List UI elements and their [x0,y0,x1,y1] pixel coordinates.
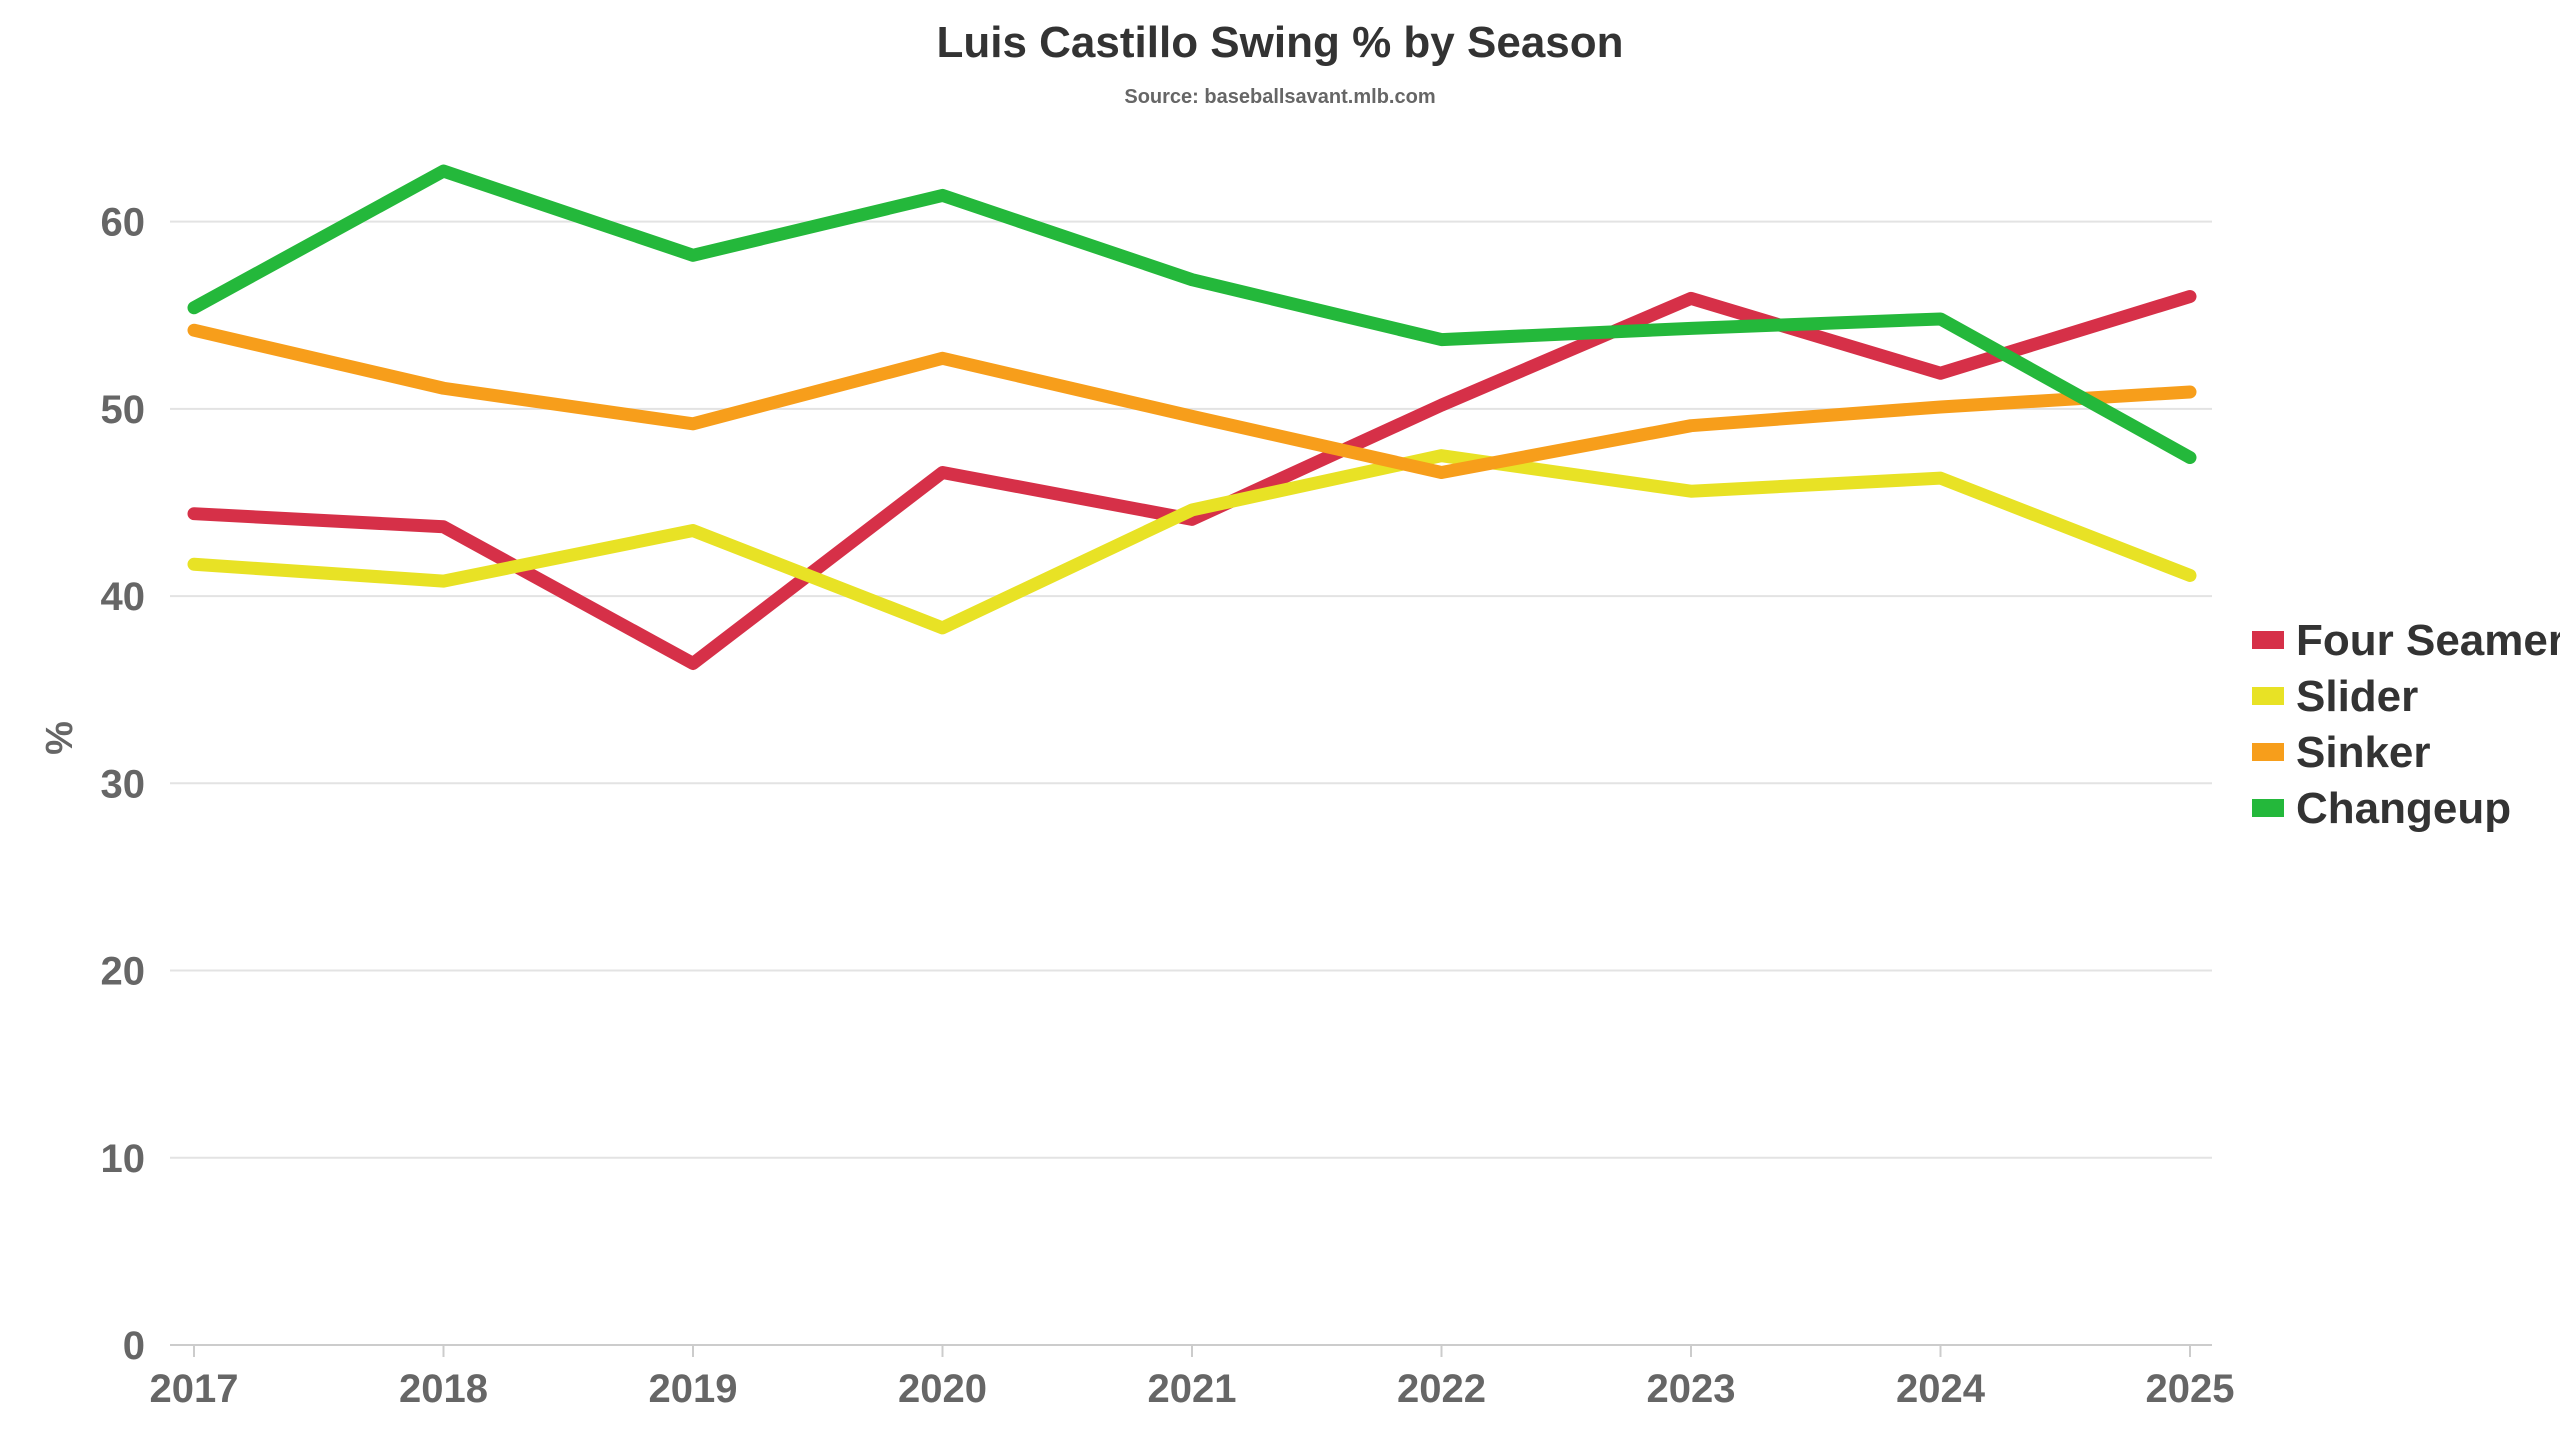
x-tick-label: 2023 [1647,1367,1736,1411]
legend-label-four-seamer[interactable]: Four Seamer [2296,616,2560,665]
x-tick-label: 2018 [399,1367,488,1411]
y-tick-label: 0 [123,1324,145,1368]
x-tick-label: 2024 [1896,1367,1986,1411]
series-lines [187,164,2197,670]
y-tick-label: 20 [101,950,146,994]
x-tick-label: 2025 [2146,1367,2235,1411]
x-tick-label: 2020 [898,1367,987,1411]
y-axis-ticks: 0 10 20 30 40 50 60 [101,201,146,1368]
legend-swatch-slider [2252,687,2284,705]
y-tick-label: 40 [101,575,146,619]
series-line-four-seamer[interactable] [187,290,2197,670]
series-line-slider[interactable] [187,449,2197,635]
legend-swatch-sinker [2252,743,2284,761]
legend-label-slider[interactable]: Slider [2296,672,2418,721]
y-axis-title: % [39,721,81,755]
series-line-changeup[interactable] [187,164,2197,465]
y-tick-label: 30 [101,762,146,806]
chart-title: Luis Castillo Swing % by Season [936,18,1623,67]
y-tick-label: 10 [101,1137,146,1181]
x-tick-label: 2022 [1397,1367,1486,1411]
x-axis-ticks: 2017 2018 2019 2020 2021 2022 2023 2024 2025 [150,1345,2235,1411]
x-tick-label: 2021 [1148,1367,1237,1411]
series-line-sinker[interactable] [187,323,2197,480]
chart-subtitle: Source: baseballsavant.mlb.com [1124,86,1435,108]
legend-swatch-changeup [2252,799,2284,817]
legend-swatch-four-seamer [2252,631,2284,649]
y-tick-label: 60 [101,201,146,245]
legend-label-changeup[interactable]: Changeup [2296,784,2511,833]
legend[interactable]: Four Seamer Slider Sinker Changeup [2252,616,2560,833]
y-tick-label: 50 [101,388,146,432]
gridlines [170,220,2212,1159]
x-tick-label: 2019 [649,1367,738,1411]
x-tick-label: 2017 [150,1367,239,1411]
legend-label-sinker[interactable]: Sinker [2296,728,2431,777]
